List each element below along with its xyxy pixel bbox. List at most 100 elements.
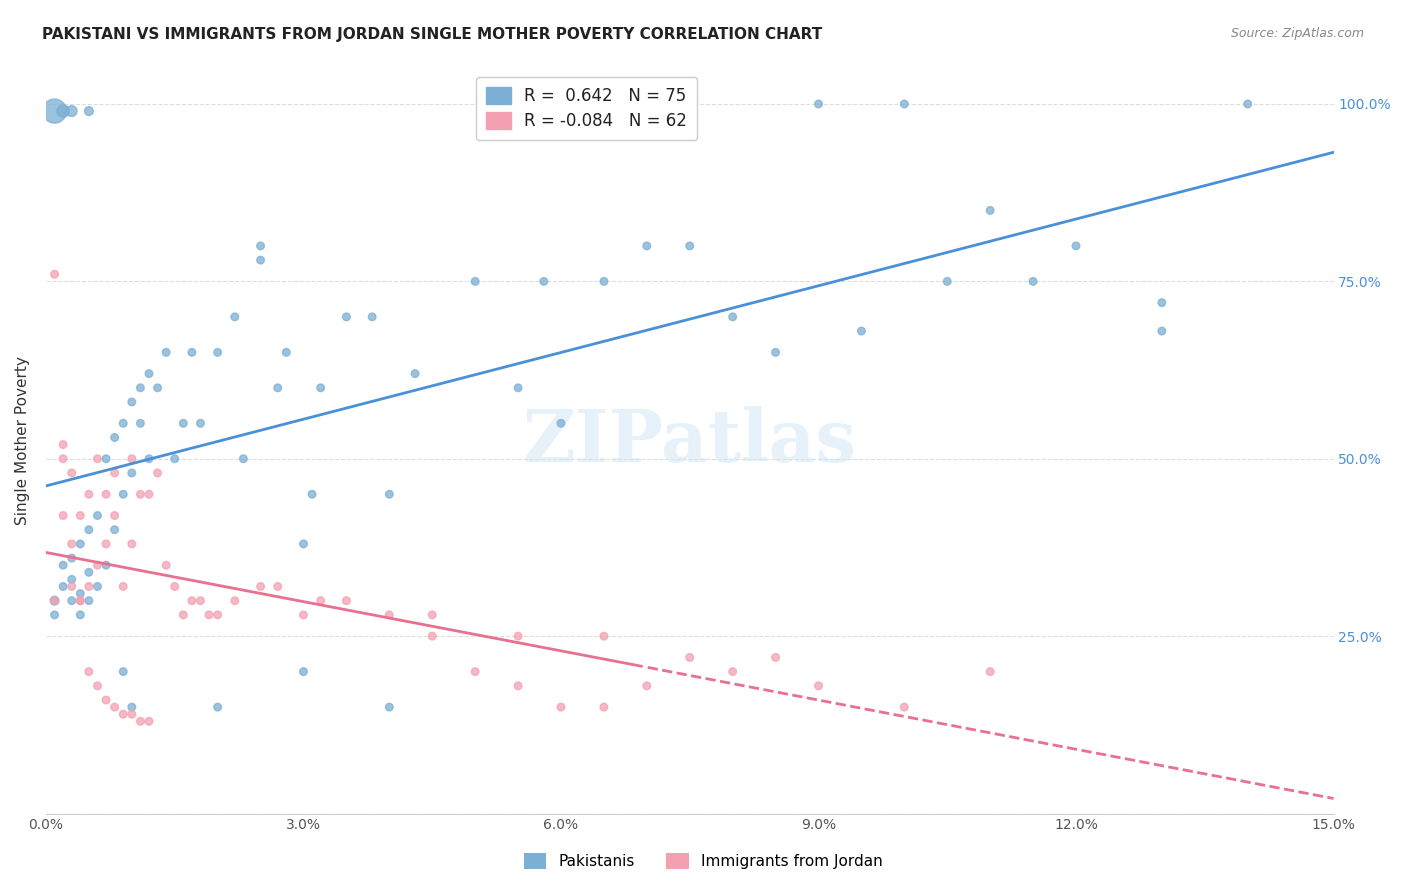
Point [593, 700, 616, 714]
Point [335, 310, 357, 324]
Point [52, 104, 75, 119]
Point [190, 417, 212, 431]
Point [506, 381, 529, 395]
Point [146, 381, 169, 395]
Point [104, 508, 127, 523]
Point [44, 607, 66, 622]
Legend: R =  0.642   N = 75, R = -0.084   N = 62: R = 0.642 N = 75, R = -0.084 N = 62 [477, 77, 697, 140]
Point [104, 466, 127, 480]
Point [464, 274, 486, 288]
Point [679, 650, 702, 665]
Point [86, 451, 108, 466]
Point [207, 700, 229, 714]
Point [138, 451, 160, 466]
Point [77, 566, 100, 580]
Point [506, 629, 529, 643]
Point [464, 665, 486, 679]
Point [94, 537, 117, 551]
Point [60, 579, 83, 593]
Point [172, 607, 194, 622]
Point [420, 629, 443, 643]
Point [121, 466, 143, 480]
Point [267, 579, 290, 593]
Point [180, 345, 202, 359]
Point [44, 593, 66, 607]
Point [1150, 295, 1173, 310]
Point [121, 451, 143, 466]
Point [309, 381, 332, 395]
Point [112, 487, 135, 501]
Point [936, 274, 959, 288]
Point [52, 437, 75, 451]
Point [129, 381, 152, 395]
Point [121, 395, 143, 409]
Point [721, 310, 744, 324]
Point [69, 593, 91, 607]
Point [765, 345, 787, 359]
Point [60, 593, 83, 607]
Point [1236, 97, 1258, 112]
Point [86, 558, 108, 573]
Point [232, 451, 254, 466]
Point [86, 508, 108, 523]
Point [52, 579, 75, 593]
Point [155, 558, 177, 573]
Point [198, 607, 221, 622]
Point [533, 274, 555, 288]
Point [60, 104, 83, 119]
Point [851, 324, 873, 338]
Point [52, 558, 75, 573]
Point [129, 417, 152, 431]
Point [807, 679, 830, 693]
Point [60, 537, 83, 551]
Point [69, 537, 91, 551]
Point [94, 487, 117, 501]
Point [550, 417, 572, 431]
Point [249, 253, 271, 268]
Point [378, 487, 401, 501]
Point [112, 579, 135, 593]
Point [104, 430, 127, 444]
Point [765, 650, 787, 665]
Point [249, 579, 271, 593]
Point [52, 508, 75, 523]
Point [155, 345, 177, 359]
Point [163, 451, 186, 466]
Point [77, 487, 100, 501]
Text: PAKISTANI VS IMMIGRANTS FROM JORDAN SINGLE MOTHER POVERTY CORRELATION CHART: PAKISTANI VS IMMIGRANTS FROM JORDAN SING… [42, 27, 823, 42]
Point [129, 714, 152, 729]
Point [44, 104, 66, 119]
Point [112, 707, 135, 722]
Point [138, 487, 160, 501]
Point [146, 466, 169, 480]
Point [121, 700, 143, 714]
Point [335, 593, 357, 607]
Point [69, 607, 91, 622]
Point [77, 665, 100, 679]
Point [69, 593, 91, 607]
Point [104, 523, 127, 537]
Point [224, 310, 246, 324]
Point [1150, 324, 1173, 338]
Point [44, 267, 66, 281]
Point [404, 367, 426, 381]
Point [138, 714, 160, 729]
Point [180, 593, 202, 607]
Point [593, 274, 616, 288]
Point [893, 700, 915, 714]
Point [267, 381, 290, 395]
Point [121, 537, 143, 551]
Point [112, 665, 135, 679]
Point [104, 700, 127, 714]
Point [129, 487, 152, 501]
Point [309, 593, 332, 607]
Point [679, 239, 702, 253]
Point [52, 451, 75, 466]
Point [1022, 274, 1045, 288]
Point [1064, 239, 1087, 253]
Point [60, 573, 83, 587]
Point [361, 310, 384, 324]
Text: ZIPatlas: ZIPatlas [523, 406, 856, 476]
Point [807, 97, 830, 112]
Point [121, 707, 143, 722]
